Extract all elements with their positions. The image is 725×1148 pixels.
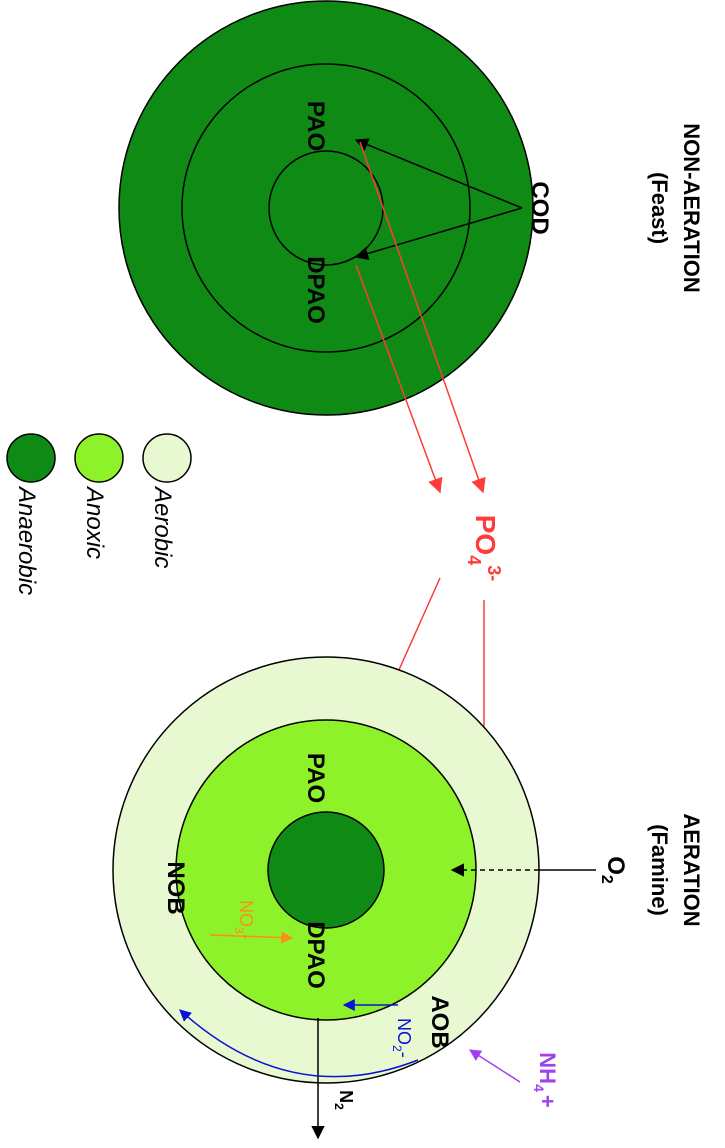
famine-pao-label: PAO <box>302 753 329 803</box>
non-aeration-subtitle: (Feast) <box>647 172 672 244</box>
phosphate-label: PO43- <box>464 515 504 582</box>
aeration-title: AERATION <box>679 813 704 926</box>
legend: Aerobic Anoxic Anaerobic <box>6 433 192 595</box>
feast-dpao-label: DPAO <box>302 256 329 324</box>
legend-swatch-aerobic <box>142 433 192 483</box>
feast-granule <box>118 0 534 416</box>
nitrite-to-nob-arrow <box>179 1009 419 1078</box>
legend-label-aerobic: Aerobic <box>149 485 176 568</box>
famine-anaerobic-core <box>267 811 385 929</box>
legend-swatch-anoxic <box>74 433 124 483</box>
legend-swatch-anaerobic <box>6 433 56 483</box>
legend-item-anaerobic: Anaerobic <box>6 433 56 595</box>
famine-granule <box>112 656 540 1084</box>
nitrate-to-dpao-arrow <box>209 931 294 944</box>
nob-label: NOB <box>162 861 189 914</box>
ammonium-label: NH4+ <box>531 1052 560 1107</box>
non-aeration-title: NON-AERATION <box>679 123 704 292</box>
legend-label-anoxic: Anoxic <box>81 485 108 559</box>
feast-pao-label: PAO <box>302 101 329 151</box>
oxygen-label: O2 <box>598 856 629 884</box>
nitrogen-gas-label: N2 <box>332 1090 356 1110</box>
nitrate-label: NO3- <box>232 900 256 940</box>
ammonium-arrow <box>468 1049 521 1083</box>
pao-phosphate-release-arrow <box>359 141 486 494</box>
non-aeration-label: NON-AERATION (Feast) <box>647 123 704 292</box>
feast-core <box>268 150 384 266</box>
cod-to-dpao-arrow <box>354 207 523 261</box>
legend-item-aerobic: Aerobic <box>142 433 192 568</box>
aeration-label: AERATION (Famine) <box>647 813 704 926</box>
dpao-phosphate-release-arrow <box>355 264 443 494</box>
legend-item-anoxic: Anoxic <box>74 433 124 559</box>
nitrite-label: NO2- <box>390 1018 414 1058</box>
aob-label: AOB <box>426 995 453 1048</box>
cod-to-pao-arrow <box>354 138 523 209</box>
cod-label: COD <box>526 181 553 234</box>
famine-dpao-label: DPAO <box>302 921 329 989</box>
aeration-subtitle: (Famine) <box>647 824 672 916</box>
legend-label-anaerobic: Anaerobic <box>13 485 40 595</box>
